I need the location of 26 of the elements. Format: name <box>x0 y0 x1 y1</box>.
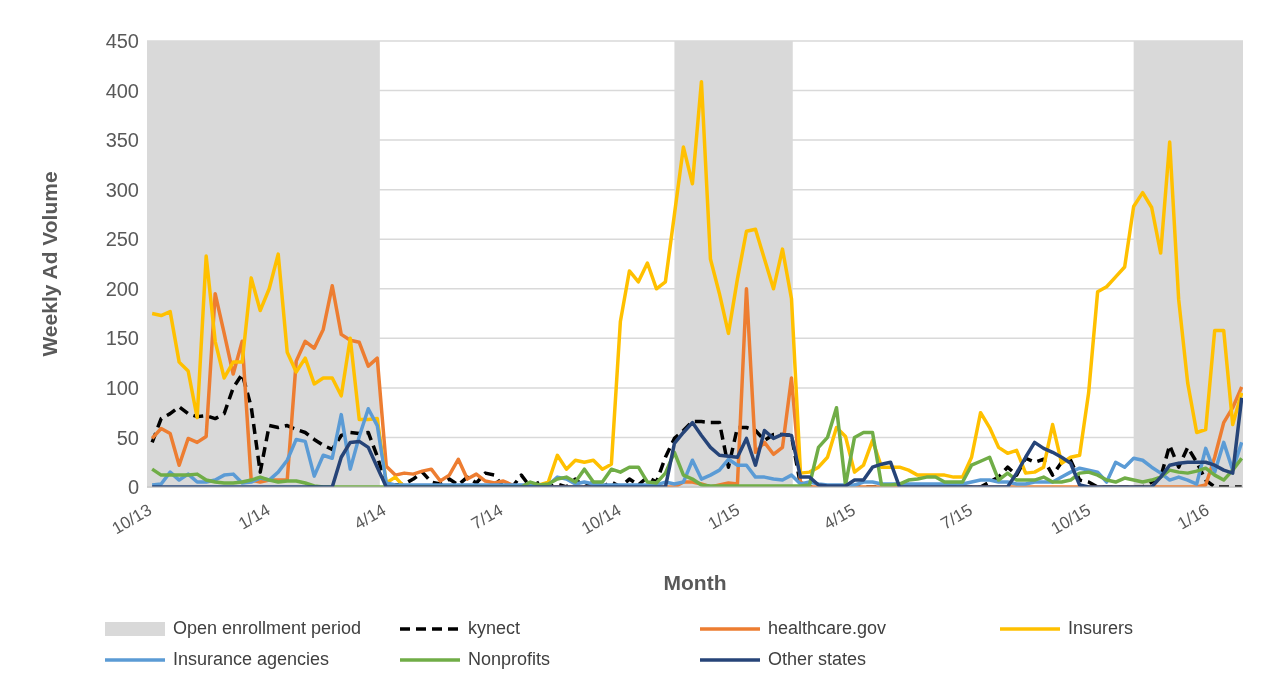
y-tick-label: 150 <box>105 327 139 350</box>
y-tick-label: 100 <box>105 376 139 399</box>
y-axis-title: Weekly Ad Volume <box>38 171 62 357</box>
y-tick-label: 200 <box>105 277 139 300</box>
x-tick-label: 1/14 <box>235 500 274 534</box>
x-tick-label: 4/14 <box>350 500 390 534</box>
y-tick-label: 250 <box>105 228 139 251</box>
y-tick-label: 50 <box>116 426 139 449</box>
y-tick-label: 300 <box>105 178 139 201</box>
y-tick-label: 0 <box>127 476 139 499</box>
legend-label: kynect <box>468 618 521 639</box>
x-tick-label: 1/15 <box>704 500 743 534</box>
x-tick-label: 7/14 <box>468 500 507 534</box>
y-tick-label: 350 <box>105 129 139 152</box>
x-tick-label: 7/15 <box>937 500 976 534</box>
legend-label: Open enrollment period <box>173 618 362 639</box>
x-tick-label: 1/16 <box>1174 500 1213 534</box>
legend-label: Insurers <box>1068 618 1134 639</box>
legend-label: Other states <box>768 649 867 670</box>
legend-label: Insurance agencies <box>173 649 330 670</box>
y-tick-label: 400 <box>105 79 139 102</box>
y-tick-label: 450 <box>105 30 139 53</box>
legend-label: healthcare.gov <box>768 618 887 639</box>
x-axis-title: Month <box>663 571 727 594</box>
x-tick-label: 4/15 <box>820 500 859 534</box>
legend-label: Nonprofits <box>468 649 551 670</box>
